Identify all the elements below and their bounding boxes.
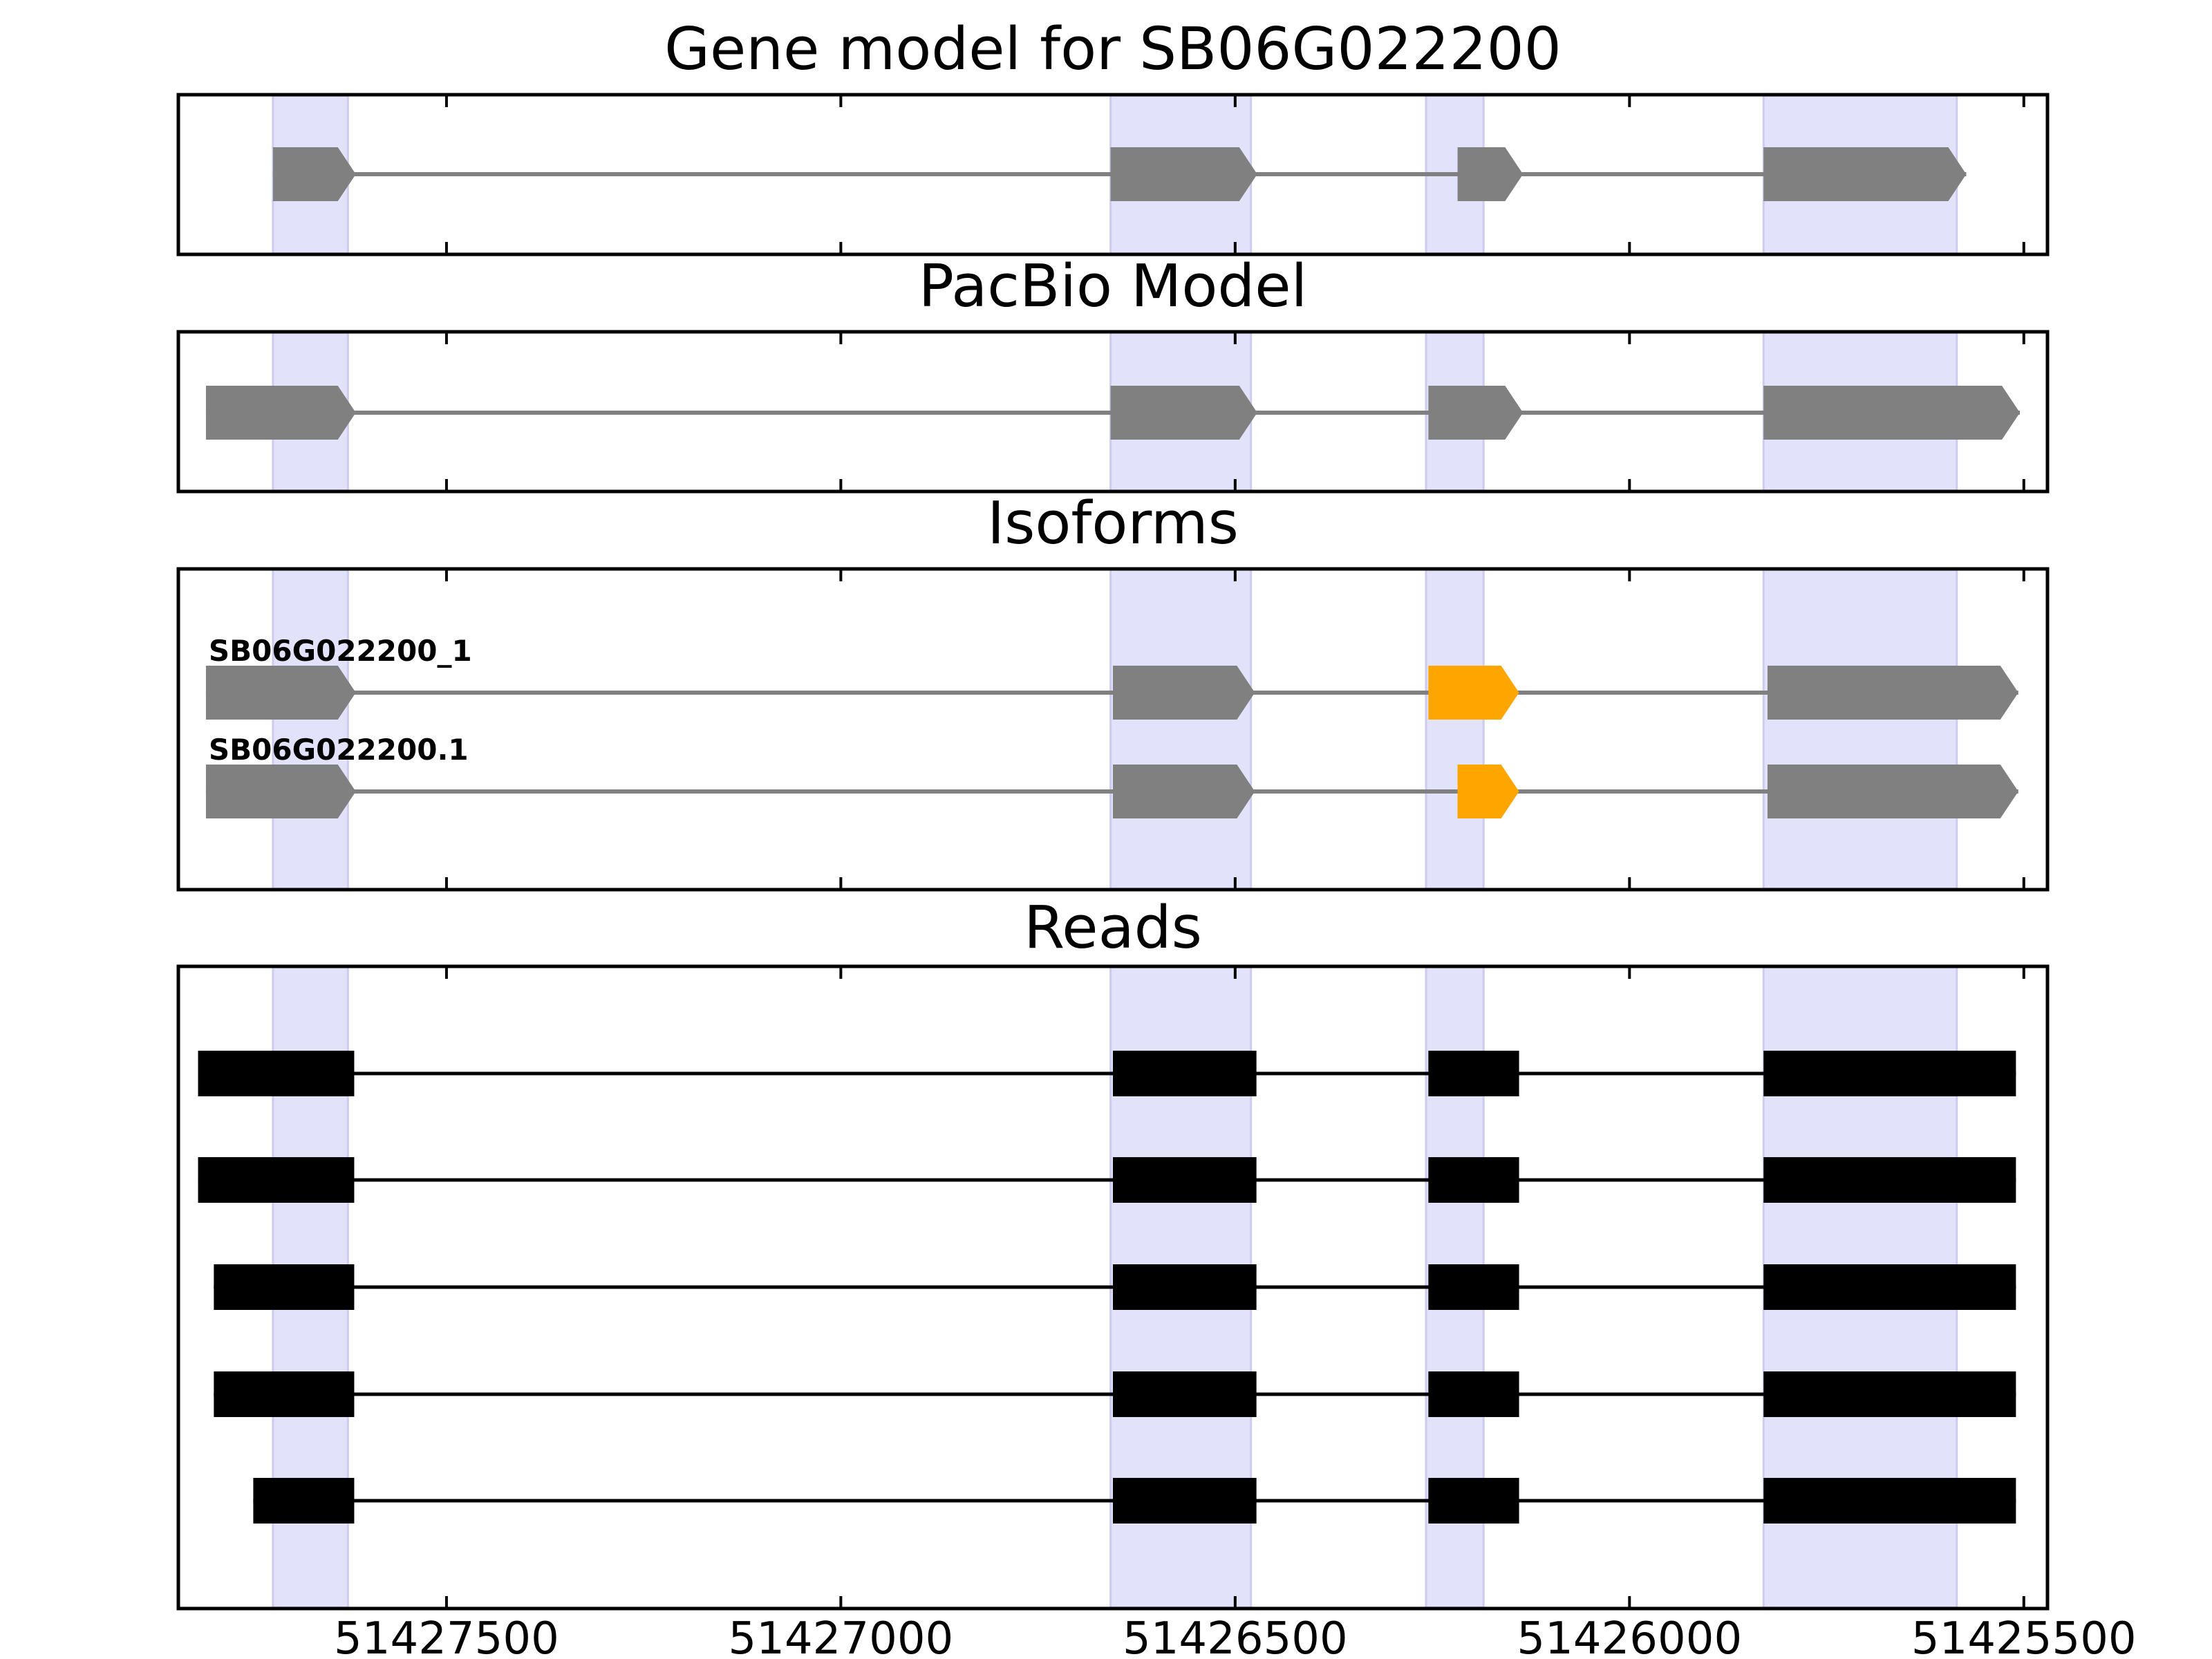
- pacbio-model-frame: [176, 330, 2050, 494]
- exon-arrow: [1767, 666, 2018, 720]
- isoform-label: SB06G022200_1: [209, 634, 472, 668]
- read-track: [198, 1157, 2016, 1203]
- exon-arrow: [1428, 386, 1524, 440]
- x-tick-label: 51427000: [729, 1613, 954, 1659]
- exon-arrow: [205, 765, 356, 818]
- read-block: [214, 1264, 355, 1310]
- exon-arrow: [1113, 666, 1255, 720]
- x-tick-label: 51425500: [1911, 1613, 2137, 1659]
- isoforms-panel: SB06G022200_1 SB06G022200.1 Isoforms: [176, 489, 2050, 892]
- pacbio-model-title: PacBio Model: [919, 252, 1307, 321]
- exon-arrow: [1763, 386, 2021, 440]
- exon-arrow: [1457, 147, 1524, 201]
- transcript-track: [205, 386, 2021, 440]
- reads-frame: [176, 964, 2050, 1611]
- exon-arrow: [1110, 386, 1257, 440]
- transcript-track: SB06G022200.1: [205, 733, 2018, 818]
- isoforms-title: Isoforms: [987, 489, 1239, 558]
- read-track: [198, 1051, 2016, 1096]
- highlighted-exon-arrow: [1428, 666, 1519, 720]
- read-block: [1428, 1371, 1519, 1417]
- transcript-track: [272, 147, 1967, 201]
- exon-arrow: [1767, 765, 2018, 818]
- x-tick-label: 51426000: [1517, 1613, 1742, 1659]
- reads-panel: Reads 51427500 51427000 51426500 51426000 514…: [176, 894, 2137, 1659]
- reads-title: Reads: [1024, 894, 1202, 962]
- read-block: [1113, 1264, 1257, 1310]
- read-block: [1113, 1157, 1257, 1203]
- read-block: [1428, 1478, 1519, 1524]
- read-block: [1763, 1371, 2016, 1417]
- exon-arrow: [205, 666, 356, 720]
- x-tick-label: 51427500: [334, 1613, 559, 1659]
- exon-arrow: [272, 147, 356, 201]
- read-track: [214, 1264, 2016, 1310]
- read-block: [1113, 1051, 1257, 1096]
- exon-arrow: [1763, 147, 1967, 201]
- read-track: [214, 1371, 2016, 1417]
- read-block: [1763, 1157, 2016, 1203]
- read-block: [1113, 1478, 1257, 1524]
- read-block: [1763, 1264, 2016, 1310]
- exon-arrow: [1110, 147, 1257, 201]
- gene-model-title: Gene model for SB06G022200: [664, 15, 1562, 84]
- exon-arrow: [205, 386, 356, 440]
- read-block: [1113, 1371, 1257, 1417]
- isoforms-frame: [176, 567, 2050, 892]
- isoforms-band-1: [1109, 568, 1253, 891]
- highlighted-exon-arrow: [1457, 765, 1519, 818]
- read-block: [1428, 1264, 1519, 1310]
- read-block: [253, 1478, 355, 1524]
- gene-model-frame: [176, 93, 2050, 256]
- isoforms-band-3: [1762, 568, 1958, 891]
- pacbio-model-panel: PacBio Model: [176, 252, 2050, 494]
- exon-arrow: [1113, 765, 1255, 818]
- read-block: [214, 1371, 355, 1417]
- read-block: [1763, 1051, 2016, 1096]
- read-block: [1428, 1157, 1519, 1203]
- read-block: [1428, 1051, 1519, 1096]
- read-block: [1763, 1478, 2016, 1524]
- x-tick-label: 51426500: [1123, 1613, 1348, 1659]
- isoforms-band-0: [272, 568, 349, 891]
- read-block: [198, 1157, 355, 1203]
- read-block: [198, 1051, 355, 1096]
- gene-model-panel: Gene model for SB06G022200: [176, 15, 2050, 256]
- read-track: [253, 1478, 2016, 1524]
- isoform-label: SB06G022200.1: [209, 733, 469, 767]
- transcript-track: SB06G022200_1: [205, 634, 2018, 720]
- isoforms-band-2: [1425, 568, 1485, 891]
